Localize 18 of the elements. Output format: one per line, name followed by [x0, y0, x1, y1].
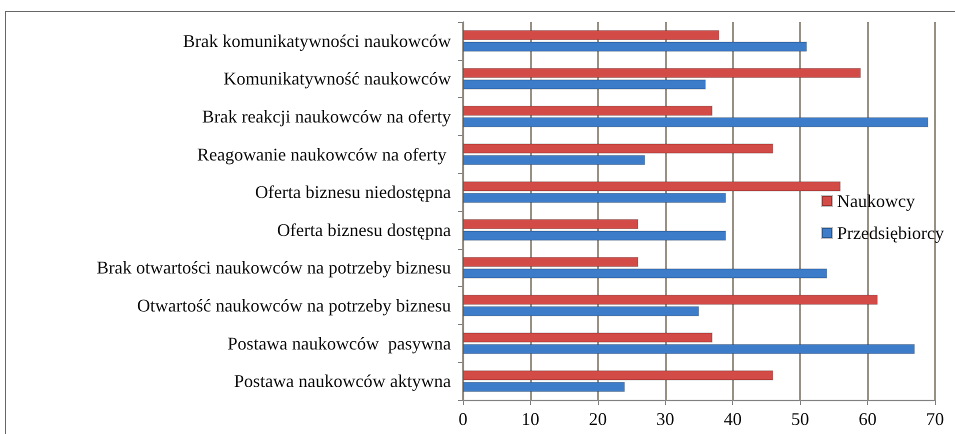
y-tick-label: Brak otwartości naukowców na potrzeby biznesu [96, 258, 451, 278]
x-tick-label: 30 [656, 409, 674, 429]
x-tick-label: 70 [926, 409, 944, 429]
x-tick-label: 40 [724, 409, 742, 429]
x-tick-label: 60 [858, 409, 877, 429]
y-tick-label: Brak komunikatywności naukowców [183, 30, 451, 51]
y-tick-label: Komunikatywność naukowców [224, 68, 451, 89]
x-tick-label: 20 [588, 409, 607, 429]
y-tick-label: Oferta biznesu niedostępna [255, 182, 451, 202]
x-tick-label: 10 [521, 409, 540, 429]
x-tick-label: 0 [458, 409, 468, 429]
y-tick-label: Otwartość naukowców na potrzeby biznesu [137, 296, 451, 316]
y-tick-label: Brak reakcji naukowców na oferty [202, 106, 451, 126]
y-tick-label: Oferta biznesu dostępna [277, 220, 452, 240]
y-tick-label: Postawa naukowców pasywna [228, 333, 452, 354]
x-tick-label: 50 [791, 409, 810, 429]
y-tick-label: Postawa naukowców aktywna [234, 371, 452, 392]
y-tick-label: Reagowanie naukowców na oferty [197, 144, 451, 164]
